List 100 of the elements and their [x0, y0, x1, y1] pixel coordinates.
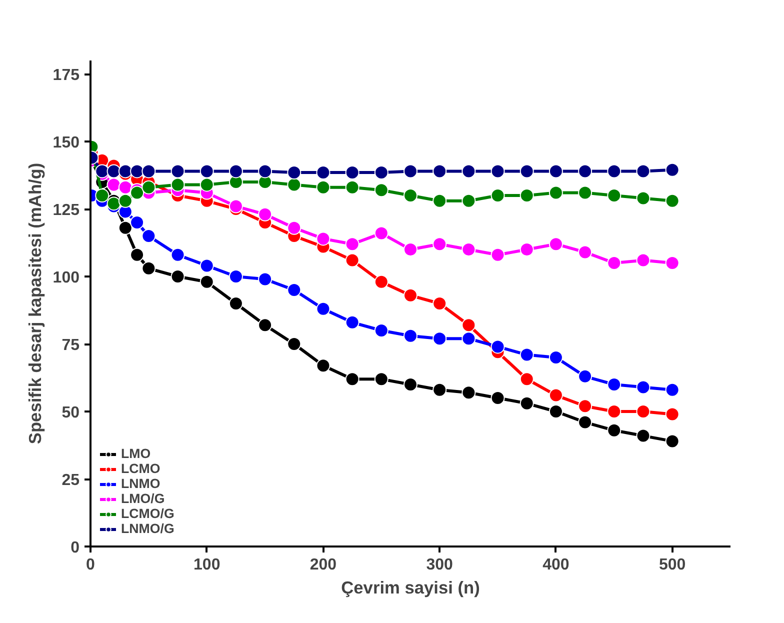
- point: [607, 423, 622, 438]
- point: [607, 256, 622, 270]
- point: [106, 178, 121, 192]
- point: [607, 164, 622, 178]
- point: [607, 188, 622, 202]
- point: [404, 328, 418, 343]
- point: [607, 404, 622, 418]
- point: [578, 415, 592, 430]
- point: [258, 272, 272, 286]
- point: [665, 382, 680, 397]
- x-tick-label: 500: [658, 556, 686, 574]
- point: [118, 194, 132, 208]
- point: [548, 388, 563, 402]
- point: [228, 296, 243, 310]
- y-tick-label: 100: [52, 270, 80, 286]
- point: [200, 274, 214, 289]
- point: [404, 188, 418, 202]
- point: [578, 245, 592, 260]
- y-tick-label: 25: [62, 472, 80, 489]
- point: [345, 180, 360, 194]
- point: [258, 164, 272, 178]
- point: [432, 332, 447, 346]
- point: [462, 242, 476, 256]
- point: [316, 302, 330, 316]
- point: [118, 164, 132, 178]
- point: [142, 229, 156, 243]
- point: [578, 164, 592, 178]
- point: [142, 180, 156, 194]
- point: [636, 253, 650, 268]
- point: [462, 386, 476, 400]
- y-tick-label: 125: [52, 202, 80, 219]
- point: [316, 166, 330, 180]
- point: [316, 358, 330, 373]
- point: [665, 256, 680, 270]
- x-tick-label: 300: [426, 556, 454, 574]
- point: [548, 164, 563, 178]
- point: [374, 274, 388, 289]
- point: [345, 253, 360, 268]
- point: [578, 369, 592, 384]
- point: [462, 164, 476, 178]
- legend-label: LMO: [121, 446, 151, 461]
- point: [118, 220, 132, 235]
- point: [316, 232, 330, 246]
- point: [665, 407, 680, 422]
- point: [142, 164, 156, 178]
- x-axis-title: Çevrim sayisi (n): [341, 578, 480, 598]
- x-tick-label: 200: [310, 556, 337, 574]
- point: [548, 350, 563, 364]
- point: [130, 186, 144, 200]
- point: [404, 288, 418, 302]
- point: [665, 162, 680, 177]
- point: [130, 248, 144, 262]
- point: [258, 318, 272, 332]
- point: [404, 378, 418, 392]
- point: [95, 188, 110, 202]
- point: [170, 178, 185, 192]
- point: [374, 183, 388, 198]
- point: [404, 242, 418, 256]
- y-tick-label: 50: [62, 404, 80, 422]
- point: [636, 164, 650, 178]
- point: [95, 164, 110, 178]
- point: [578, 186, 592, 200]
- point: [520, 164, 534, 178]
- point: [228, 164, 243, 178]
- point: [636, 380, 650, 394]
- point: [142, 261, 156, 276]
- point: [345, 237, 360, 252]
- point: [170, 164, 185, 178]
- point: [287, 166, 302, 180]
- point: [130, 216, 144, 230]
- point: [548, 186, 563, 200]
- point: [106, 196, 121, 211]
- point: [462, 194, 476, 208]
- point: [228, 270, 243, 284]
- point: [345, 166, 360, 180]
- point: [665, 194, 680, 208]
- point: [374, 372, 388, 386]
- point: [118, 180, 132, 194]
- point: [520, 372, 534, 386]
- y-tick-label: 175: [52, 67, 80, 84]
- legend-label: LCMO/G: [121, 506, 174, 521]
- point: [258, 207, 272, 222]
- point: [636, 191, 650, 206]
- point: [665, 434, 680, 448]
- point: [170, 248, 185, 262]
- point: [520, 188, 534, 202]
- point: [432, 194, 447, 208]
- point: [316, 180, 330, 194]
- point: [432, 237, 447, 252]
- point: [490, 248, 505, 262]
- point: [200, 164, 214, 178]
- point: [548, 237, 563, 252]
- legend-label: LMO/G: [121, 491, 165, 506]
- x-tick-label: 0: [86, 556, 96, 574]
- point: [432, 164, 447, 178]
- point: [548, 404, 563, 418]
- point: [374, 226, 388, 240]
- point: [228, 199, 243, 214]
- point: [520, 396, 534, 410]
- point: [578, 399, 592, 414]
